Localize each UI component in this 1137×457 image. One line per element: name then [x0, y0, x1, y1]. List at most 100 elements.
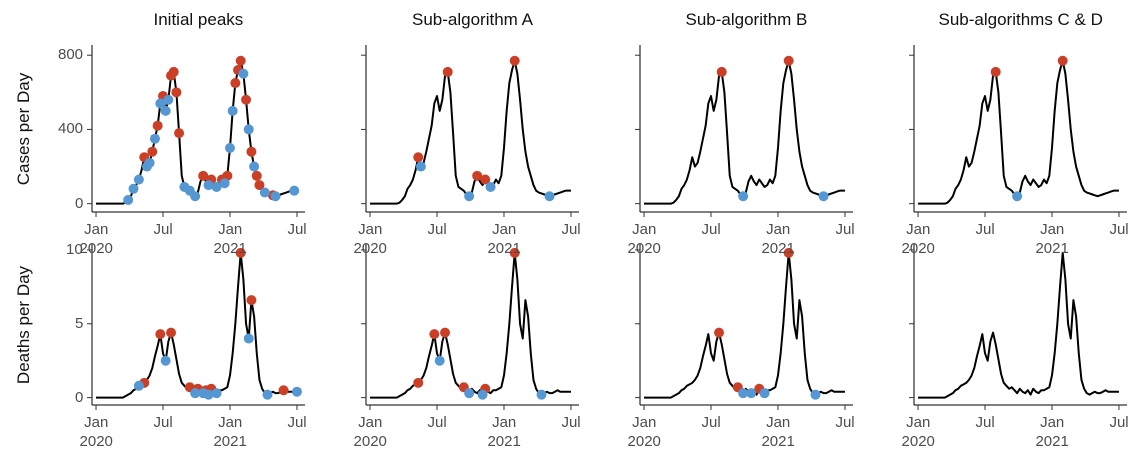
x-tick-label: Jul	[1109, 414, 1129, 431]
data-point	[166, 327, 177, 338]
data-point	[123, 194, 134, 205]
data-point	[211, 181, 222, 192]
data-point	[190, 388, 201, 399]
data-point	[783, 55, 794, 66]
x-tick-label: Jul	[701, 414, 721, 431]
data-point	[472, 170, 483, 181]
data-point	[536, 389, 547, 400]
x-tick-label: Jul	[427, 221, 447, 238]
data-point	[241, 94, 252, 105]
data-point	[219, 178, 230, 189]
data-line	[96, 59, 297, 205]
data-point	[544, 191, 555, 202]
x-tick-label: Jan 2021	[761, 414, 795, 450]
panel-title: Sub-algorithm B	[685, 10, 808, 29]
data-point	[190, 191, 201, 202]
data-point	[254, 180, 265, 191]
data-line	[644, 251, 845, 399]
data-point	[235, 55, 246, 66]
data-point	[509, 55, 520, 66]
data-point	[251, 170, 262, 181]
data-point	[211, 388, 222, 399]
data-point	[128, 183, 139, 194]
x-tick-label: Jul	[835, 414, 855, 431]
data-point	[818, 191, 829, 202]
data-point	[738, 191, 749, 202]
x-tick-label: Jul	[701, 221, 721, 238]
data-point	[155, 329, 166, 340]
data-point	[464, 388, 475, 399]
data-point	[464, 191, 475, 202]
data-point	[746, 388, 757, 399]
x-tick-label: Jan 2021	[1035, 221, 1069, 257]
data-point	[759, 388, 770, 399]
data-point	[429, 329, 440, 340]
data-point	[278, 385, 289, 396]
x-tick-label: Jul	[561, 221, 581, 238]
y-axis-label: Cases per Day	[14, 72, 33, 185]
x-tick-label: Jan 2020	[627, 414, 661, 450]
x-tick-label: Jan 2020	[79, 221, 113, 257]
x-tick-label: Jan 2021	[213, 414, 247, 450]
data-point	[716, 66, 727, 77]
x-tick-label: Jul	[153, 221, 173, 238]
data-point	[413, 377, 424, 388]
data-point	[990, 66, 1001, 77]
x-tick-label: Jan 2021	[761, 221, 795, 257]
panel-title: Sub-algorithm A	[412, 10, 533, 29]
x-tick-label: Jan 2020	[901, 414, 935, 450]
data-point	[291, 386, 302, 397]
data-line	[918, 59, 1119, 205]
x-tick-label: Jul	[975, 221, 995, 238]
data-point	[246, 295, 257, 306]
x-tick-label: Jul	[1109, 221, 1129, 238]
data-line	[918, 251, 1119, 399]
x-tick-label: Jul	[975, 414, 995, 431]
y-tick-label: 0	[75, 388, 84, 406]
data-point	[246, 146, 257, 157]
data-point	[714, 327, 725, 338]
data-point	[1057, 55, 1068, 66]
data-point	[485, 181, 496, 192]
x-tick-label: Jul	[153, 414, 173, 431]
panel-title: Sub-algorithms C & D	[938, 10, 1103, 29]
x-tick-label: Jul	[835, 221, 855, 238]
data-point	[509, 247, 520, 258]
data-point	[144, 157, 155, 168]
panel-title: Initial peaks	[153, 10, 244, 29]
x-tick-label: Jul	[427, 414, 447, 431]
data-line	[96, 251, 297, 399]
x-tick-label: Jan 2020	[79, 414, 113, 450]
y-tick-label: 0	[75, 194, 84, 212]
data-line	[370, 251, 571, 399]
data-point	[235, 247, 246, 258]
data-point	[480, 174, 491, 185]
data-point	[174, 128, 185, 139]
data-point	[434, 355, 445, 366]
x-tick-label: Jan 2020	[353, 221, 387, 257]
data-point	[259, 187, 270, 198]
data-point	[238, 68, 249, 79]
data-point	[171, 87, 182, 98]
data-point	[152, 120, 163, 131]
data-point	[289, 185, 300, 196]
data-point	[783, 247, 794, 258]
x-tick-label: Jan 2020	[627, 221, 661, 257]
y-axis-label: Deaths per Day	[14, 265, 33, 384]
data-point	[442, 66, 453, 77]
data-point	[203, 180, 214, 191]
data-point	[133, 174, 144, 185]
y-tick-label: 5	[75, 314, 84, 332]
data-point	[477, 389, 488, 400]
data-point	[160, 105, 171, 116]
data-point	[203, 389, 214, 400]
y-tick-label: 400	[58, 120, 84, 138]
data-point	[168, 66, 179, 77]
data-point	[160, 355, 171, 366]
data-point	[440, 327, 451, 338]
data-point	[224, 142, 235, 153]
data-line	[370, 59, 571, 205]
x-tick-label: Jan 2021	[487, 414, 521, 450]
